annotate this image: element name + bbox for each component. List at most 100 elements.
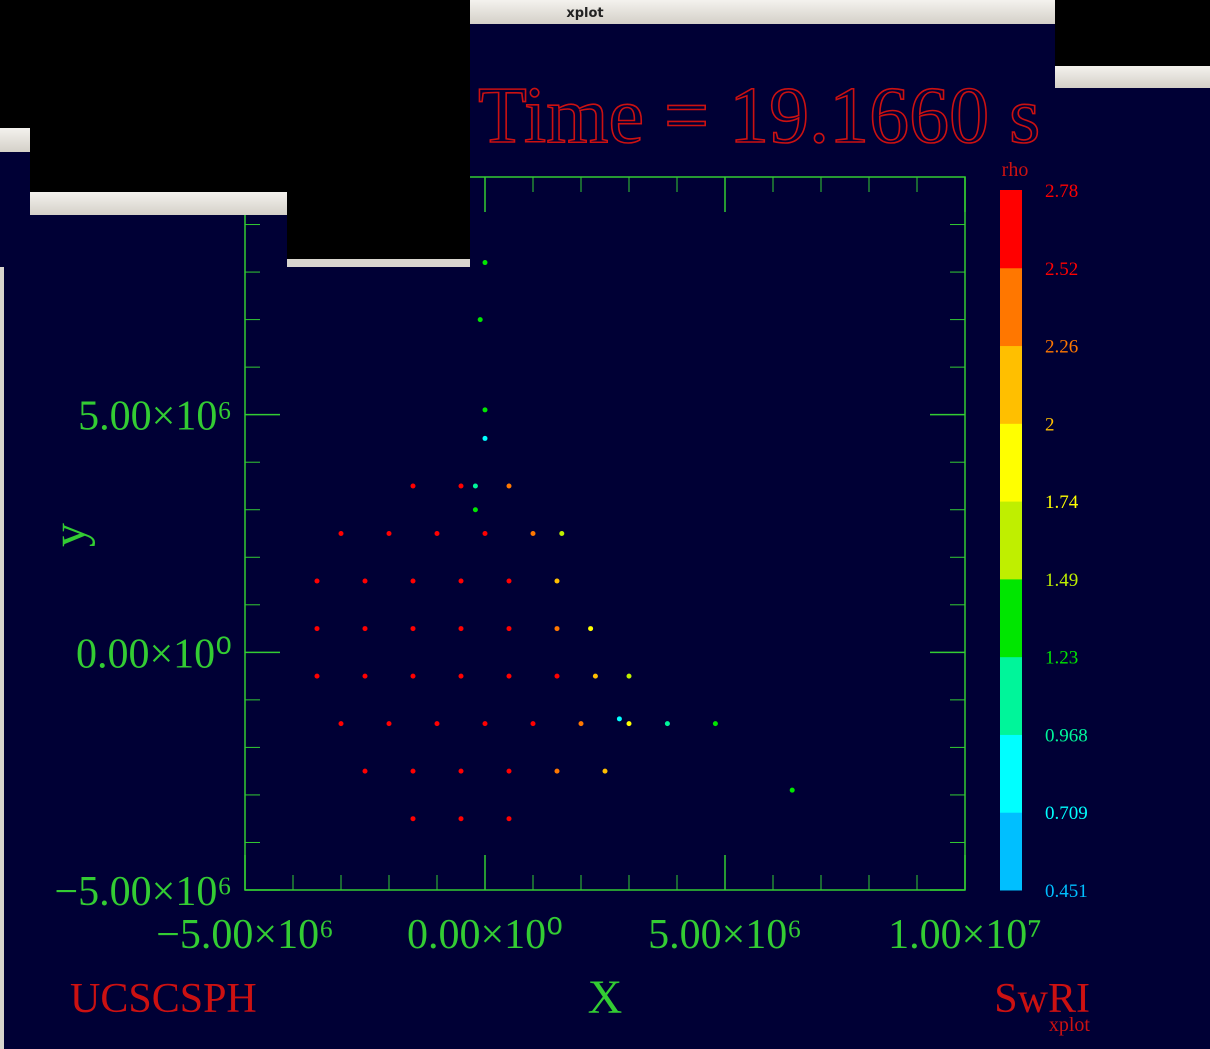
particle [458,768,464,774]
particle [410,483,416,489]
particle [314,578,320,584]
colorbar-bin [1000,345,1022,424]
title-bar[interactable] [1055,66,1210,88]
particle [506,626,512,632]
particle [626,673,632,679]
x-tick-label: 1.00×10⁷ [888,912,1042,958]
particle [362,626,368,632]
particle [314,626,320,632]
desktop [287,192,470,259]
plot: Time = 19.1660 s −5.00×10⁶ 0.00×10⁰ 5.00×10… [43,71,1091,1036]
particle [506,483,512,489]
particle [410,768,416,774]
colorbar-bin [1000,190,1022,269]
particle [472,507,478,513]
window-border [0,267,4,1049]
x-tick-label: 5.00×10⁶ [648,912,802,958]
particle [472,483,478,489]
colorbar-label: 2.78 [1045,181,1078,202]
colorbar-bin [1000,656,1022,735]
particle [712,721,718,727]
x-tick-label: −5.00×10⁶ [156,912,334,958]
colorbar-label: 1.23 [1045,648,1078,669]
footer-sub: xplot [1049,1014,1091,1036]
colorbar-label: 0.451 [1045,881,1088,902]
chart-title: Time = 19.1660 s [478,72,1040,160]
particle [338,531,344,536]
colorbar-label: 1.49 [1045,570,1078,591]
particle [506,578,512,584]
particle [458,626,464,632]
window-border [287,259,470,267]
particle [506,816,512,822]
particle [592,673,598,679]
desktop [1055,0,1210,66]
particle [458,816,464,822]
colorbar-label: 0.709 [1045,803,1088,824]
particle [482,531,488,536]
particle [434,721,440,727]
colorbar-label: 2 [1045,414,1055,435]
particle [616,716,622,722]
colorbar-bin [1000,578,1022,658]
colorbar-bin [1000,812,1022,891]
particle [482,435,488,441]
colorbar-label: 1.74 [1045,492,1079,513]
particle [482,407,488,413]
particle [362,578,368,584]
particle [410,673,416,679]
particle [554,673,560,679]
particle [386,531,392,536]
colorbar-label: 2.26 [1045,337,1078,358]
footer-left: UCSCSPH [70,976,257,1022]
title-bar[interactable] [0,128,30,152]
particle [482,721,488,727]
particle [554,768,560,774]
y-tick-label: 5.00×10⁶ [78,394,232,440]
particle [664,721,670,727]
particle [602,768,608,774]
particle [362,768,368,774]
colorbar-bin [1000,423,1022,502]
colorbar-title: rho [1002,159,1029,181]
particle [789,787,795,793]
title-bar[interactable] [30,192,287,215]
desktop [30,128,470,192]
footer-right: SwRI [994,976,1090,1022]
particle [410,816,416,822]
particle [530,531,536,536]
y-axis-label: y [43,523,96,547]
particle [506,768,512,774]
window-title: xplot [566,6,603,21]
particle [458,578,464,584]
colorbar-label: 0.968 [1045,725,1088,746]
particle [554,626,560,632]
particle [626,721,632,727]
plot-frame [244,176,966,891]
x-tick-label: 0.00×10⁰ [407,912,563,958]
particle [530,721,536,727]
desktop [0,0,470,128]
particle [434,531,440,536]
particle [410,578,416,584]
particle [554,578,560,584]
particle [338,721,344,727]
y-tick-label: −5.00×10⁶ [54,869,232,915]
particle [482,260,488,266]
y-tick-label: 0.00×10⁰ [76,631,232,677]
particle [458,673,464,679]
x-axis-label: X [588,971,623,1024]
particle [559,531,565,536]
particle [588,626,594,632]
particle [362,673,368,679]
title-bar[interactable] [470,0,1055,24]
particle [458,483,464,489]
particle [506,673,512,679]
particle [410,626,416,632]
particle [477,317,483,323]
particle [386,721,392,727]
colorbar-bin [1000,267,1022,347]
